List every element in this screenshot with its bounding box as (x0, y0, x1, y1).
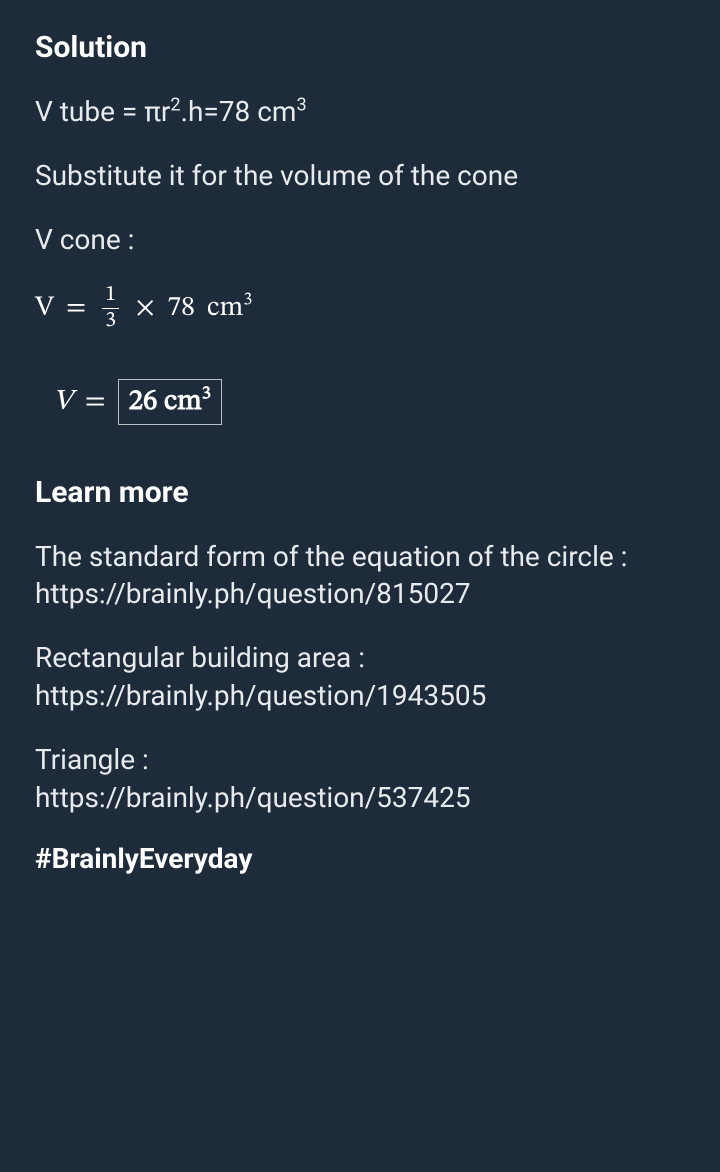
learn-item-1-url[interactable]: https://brainly.ph/question/815027 (35, 577, 471, 610)
tube-text-1: V tube = πr (35, 95, 170, 128)
learn-item-3: Triangle : https://brainly.ph/question/5… (35, 741, 685, 817)
equation-1: V = 1 3 × 78 cm3 (35, 284, 685, 333)
tube-sup-2: 3 (296, 95, 306, 116)
learn-item-2-url[interactable]: https://brainly.ph/question/1943505 (35, 679, 486, 712)
eq1-unit: cm3 (207, 291, 252, 326)
solution-heading: Solution (35, 30, 685, 65)
eq1-numerator: 1 (102, 284, 119, 308)
hashtag: #BrainlyEveryday (35, 842, 685, 875)
eq2-lhs: V (53, 384, 73, 420)
eq2-boxed-sup: 3 (202, 385, 211, 403)
substitute-line: Substitute it for the volume of the cone (35, 157, 685, 195)
learn-item-3-text: Triangle : (35, 743, 149, 776)
tube-sup-1: 2 (170, 95, 180, 116)
eq1-times: × (135, 291, 155, 326)
tube-volume-line: V tube = πr2.h=78 cm3 (35, 93, 685, 131)
learn-item-2-text: Rectangular building area : (35, 641, 365, 674)
cone-volume-label: V cone : (35, 221, 685, 259)
eq1-value: 78 (167, 291, 195, 326)
eq1-lhs: V (35, 291, 54, 326)
eq1-denominator: 3 (102, 308, 119, 333)
learn-item-1-text: The standard form of the equation of the… (35, 540, 627, 573)
equation-result: V = 26 cm3 (53, 379, 685, 425)
eq2-boxed-text: 26 cm (129, 387, 202, 416)
eq2-equals: = (85, 384, 106, 420)
eq1-unit-text: cm (207, 294, 243, 322)
eq2-boxed-answer: 26 cm3 (118, 379, 223, 425)
learn-item-2: Rectangular building area : https://brai… (35, 639, 685, 715)
eq1-equals: = (66, 291, 86, 326)
tube-text-2: .h=78 cm (181, 95, 297, 128)
eq1-fraction: 1 3 (102, 284, 119, 333)
eq1-unit-sup: 3 (243, 292, 252, 310)
learn-item-1: The standard form of the equation of the… (35, 538, 685, 614)
learn-more-heading: Learn more (35, 475, 685, 510)
learn-item-3-url[interactable]: https://brainly.ph/question/537425 (35, 781, 471, 814)
